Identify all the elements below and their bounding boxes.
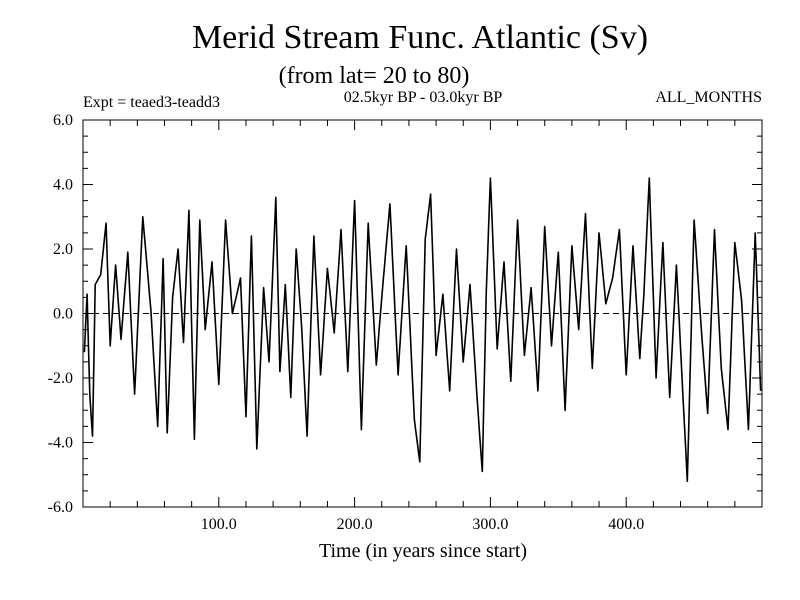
months-label: ALL_MONTHS: [655, 89, 762, 106]
y-tick-label: -6.0: [48, 499, 73, 516]
x-tick-label: 100.0: [201, 516, 237, 533]
x-tick-label: 300.0: [472, 516, 508, 533]
experiment-label: Expt = teaed3-teadd3: [83, 94, 220, 111]
chart-title: Merid Stream Func. Atlantic (Sv): [192, 19, 648, 56]
y-tick-label: 6.0: [53, 112, 73, 129]
y-tick-labels: -6.0 -4.0 -2.0 0.0 2.0 4.0 6.0: [48, 112, 73, 516]
x-axis-label: Time (in years since start): [319, 540, 527, 562]
y-tick-label: 2.0: [53, 241, 73, 258]
chart-subtitle: (from lat= 20 to 80): [279, 63, 470, 89]
y-tick-label: -2.0: [48, 370, 73, 387]
x-tick-label: 200.0: [337, 516, 373, 533]
series-layer: [83, 177, 762, 483]
y-tick-label: 0.0: [53, 306, 73, 323]
y-tick-label: 4.0: [53, 177, 73, 194]
axis-ticks: [83, 120, 762, 507]
plot-frame: [82, 119, 763, 508]
x-tick-labels: 100.0 200.0 300.0 400.0: [201, 516, 644, 533]
y-tick-label: -4.0: [48, 435, 73, 452]
x-tick-label: 400.0: [608, 516, 644, 533]
series-line: [83, 177, 762, 483]
period-label: 02.5kyr BP - 03.0kyr BP: [344, 89, 503, 106]
